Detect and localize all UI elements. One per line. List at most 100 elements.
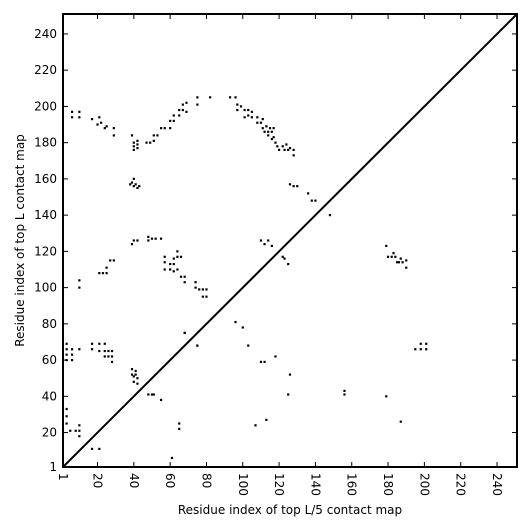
y-tick-label: 160 bbox=[34, 172, 57, 186]
contact-point bbox=[250, 116, 253, 119]
contact-point bbox=[134, 369, 137, 373]
y-tick-label: 200 bbox=[34, 99, 57, 113]
contact-point bbox=[163, 268, 166, 271]
contact-point bbox=[136, 146, 139, 150]
contact-point bbox=[267, 134, 270, 137]
contact-point bbox=[243, 116, 246, 119]
lower-contacts-layer bbox=[65, 244, 428, 460]
contact-point bbox=[263, 243, 266, 246]
contact-point bbox=[98, 447, 101, 450]
contact-point bbox=[267, 239, 270, 242]
contact-point bbox=[110, 349, 114, 353]
contact-point bbox=[196, 103, 199, 106]
contact-point bbox=[328, 214, 332, 217]
y-tick-label: 40 bbox=[42, 389, 57, 403]
contact-point bbox=[185, 110, 188, 113]
contact-point bbox=[385, 395, 388, 398]
contact-point bbox=[183, 275, 186, 278]
contact-point bbox=[132, 239, 135, 242]
contact-point bbox=[343, 389, 346, 392]
contact-point bbox=[343, 393, 346, 396]
contact-point bbox=[65, 353, 68, 356]
contact-point bbox=[178, 422, 181, 425]
contact-point bbox=[109, 259, 112, 262]
contact-point bbox=[267, 130, 270, 133]
contact-point bbox=[390, 255, 393, 258]
contact-point bbox=[386, 255, 390, 258]
diagonal-line bbox=[62, 13, 518, 468]
contact-point bbox=[270, 137, 273, 141]
contact-point bbox=[98, 116, 101, 119]
contact-point bbox=[74, 429, 77, 432]
contact-point bbox=[103, 349, 106, 353]
contact-point bbox=[254, 424, 257, 427]
contact-point bbox=[274, 355, 277, 358]
contact-point bbox=[132, 380, 135, 383]
contact-point bbox=[136, 139, 139, 142]
contact-point bbox=[70, 353, 74, 356]
x-tick-label: 40 bbox=[127, 473, 141, 488]
y-tick-label: 80 bbox=[42, 317, 57, 331]
contact-point bbox=[110, 360, 114, 364]
contact-point bbox=[243, 108, 246, 112]
y-tick-label: 120 bbox=[34, 244, 57, 258]
y-tick-label: 240 bbox=[34, 27, 57, 41]
contact-point bbox=[234, 320, 237, 324]
contact-point bbox=[194, 281, 197, 284]
upper-contacts-layer bbox=[70, 96, 332, 347]
contact-point bbox=[396, 261, 399, 264]
contact-point bbox=[169, 262, 172, 266]
contact-point bbox=[70, 348, 74, 351]
y-axis-title: Residue index of top L contact map bbox=[13, 134, 27, 347]
contact-point bbox=[178, 114, 181, 117]
contact-point bbox=[78, 424, 81, 427]
contact-point bbox=[78, 116, 81, 119]
contact-point bbox=[130, 134, 134, 137]
contact-point bbox=[401, 261, 404, 264]
contact-point bbox=[90, 447, 94, 450]
contact-point bbox=[179, 275, 183, 278]
contact-point bbox=[310, 199, 313, 202]
contact-point bbox=[201, 288, 204, 291]
contact-point bbox=[234, 96, 237, 99]
contact-point bbox=[314, 199, 317, 202]
contact-point bbox=[130, 181, 134, 184]
contact-point bbox=[261, 117, 264, 121]
y-tick-label: 60 bbox=[42, 353, 57, 367]
contact-point bbox=[112, 134, 115, 137]
contact-point bbox=[65, 415, 68, 418]
plot-frame bbox=[62, 13, 518, 468]
contact-point bbox=[130, 373, 134, 376]
contact-point bbox=[194, 286, 197, 289]
contact-point bbox=[169, 119, 172, 123]
contact-point bbox=[163, 261, 166, 264]
x-tick-label: 140 bbox=[308, 473, 322, 496]
contact-point bbox=[98, 272, 101, 275]
contact-point bbox=[90, 117, 94, 121]
contact-point bbox=[281, 255, 284, 258]
contact-point bbox=[307, 192, 310, 195]
contact-point bbox=[159, 127, 163, 130]
contact-point bbox=[287, 393, 290, 396]
x-tick-label: 80 bbox=[199, 473, 213, 488]
x-axis-ticks: 1 20 40 60 80 100 120 140 160 180 200 220 240 bbox=[56, 14, 504, 496]
contact-point bbox=[181, 103, 184, 106]
contact-point bbox=[130, 368, 134, 371]
contact-point bbox=[256, 121, 259, 124]
contact-point bbox=[159, 398, 163, 402]
contact-point bbox=[149, 141, 152, 144]
contact-point bbox=[281, 145, 284, 148]
contact-point bbox=[228, 96, 232, 99]
contact-point bbox=[265, 125, 268, 128]
contact-point bbox=[129, 183, 132, 186]
contact-point bbox=[134, 373, 137, 376]
contact-point bbox=[136, 377, 139, 380]
contact-point bbox=[250, 110, 253, 113]
y-tick-label: 140 bbox=[34, 208, 57, 222]
contact-point bbox=[170, 456, 174, 460]
contact-point bbox=[399, 420, 402, 423]
contact-point bbox=[178, 108, 181, 112]
contact-point bbox=[292, 148, 295, 151]
contact-point bbox=[172, 270, 175, 273]
contact-point bbox=[236, 108, 239, 112]
